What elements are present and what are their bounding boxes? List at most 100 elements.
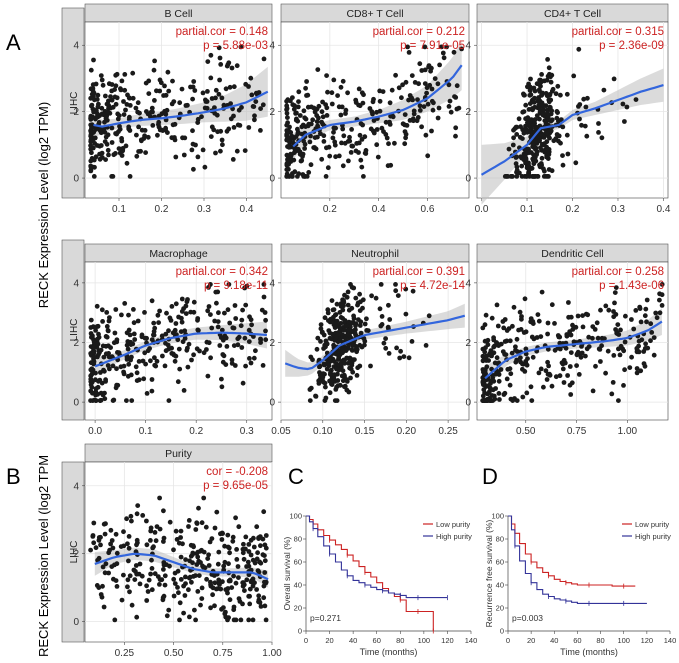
stat-correlation: partial.cor = 0.391 [373,266,465,278]
data-point [337,382,343,388]
data-point [357,132,363,138]
confidence-band [481,68,664,205]
data-point [155,312,161,318]
data-point [92,397,98,403]
data-point [262,603,268,609]
data-point [346,389,352,395]
data-point [127,128,133,133]
data-point [510,323,515,329]
data-point [212,580,218,586]
data-point [113,531,119,537]
data-point [377,98,383,104]
data-point [144,391,150,396]
x-tick-label: 0.0 [88,426,102,437]
data-point [544,139,550,145]
data-point [94,303,100,309]
data-point [150,109,155,115]
data-point [553,91,559,97]
confidence-band [285,303,465,377]
data-point [409,73,415,78]
data-point [638,319,644,325]
data-point [216,577,222,583]
data-point [235,336,241,342]
data-point [246,339,252,344]
data-point [516,116,522,122]
x-tick-label: 0.75 [567,426,587,437]
data-point [223,587,229,592]
data-point [358,157,364,163]
data-point [127,174,133,179]
data-point [151,67,157,73]
data-point [448,109,454,115]
data-point [292,103,297,108]
data-point [124,160,130,166]
data-point [201,495,207,501]
data-point [330,135,336,141]
data-point [102,531,108,537]
data-point [222,333,228,339]
data-point [339,104,345,110]
data-point [586,334,592,340]
data-point [260,552,266,558]
data-point [381,340,387,346]
data-point [599,135,605,141]
data-point [532,104,538,110]
stat-correlation: partial.cor = 0.212 [373,26,465,38]
data-point [528,384,534,390]
data-point [124,102,130,107]
data-point [586,344,592,349]
data-point [179,296,185,302]
data-point [454,106,460,112]
data-point [88,373,94,379]
data-point [101,354,107,360]
data-point [323,395,329,401]
data-point [99,105,105,111]
data-point [573,160,579,166]
data-point [570,322,575,328]
data-point [549,383,555,389]
data-point [172,581,178,586]
data-point [149,105,155,111]
data-point [435,81,441,87]
data-point [560,162,566,168]
data-point [302,146,307,151]
data-point [657,310,663,316]
data-point [173,301,179,307]
data-point [181,388,187,393]
data-point [358,299,363,305]
data-point [343,107,349,113]
data-point [91,90,97,96]
data-point [506,146,512,152]
data-point [177,366,183,372]
data-point [124,357,130,362]
data-point [110,363,116,369]
y-tick-label: 2 [269,338,275,349]
data-point [539,72,544,77]
data-point [538,366,544,372]
stat-correlation: partial.cor = 0.258 [572,266,664,278]
data-point [526,163,532,169]
data-point [177,100,183,106]
data-point [403,311,409,317]
data-point [154,358,160,364]
data-point [221,605,226,610]
data-point [307,398,313,403]
data-point [514,154,519,160]
data-point [358,319,364,325]
data-point [240,583,246,589]
data-point [451,49,457,55]
data-point [192,607,197,613]
data-point [109,125,115,131]
data-point [262,579,267,585]
data-point [142,127,148,133]
data-point [122,87,128,93]
data-point [319,156,325,162]
data-point [100,564,106,570]
data-point [537,116,542,122]
data-point [215,561,221,567]
data-point [104,334,110,340]
data-point [400,121,406,127]
y-tick-label: 4 [73,481,79,492]
data-point [453,95,459,100]
data-point [123,143,129,149]
